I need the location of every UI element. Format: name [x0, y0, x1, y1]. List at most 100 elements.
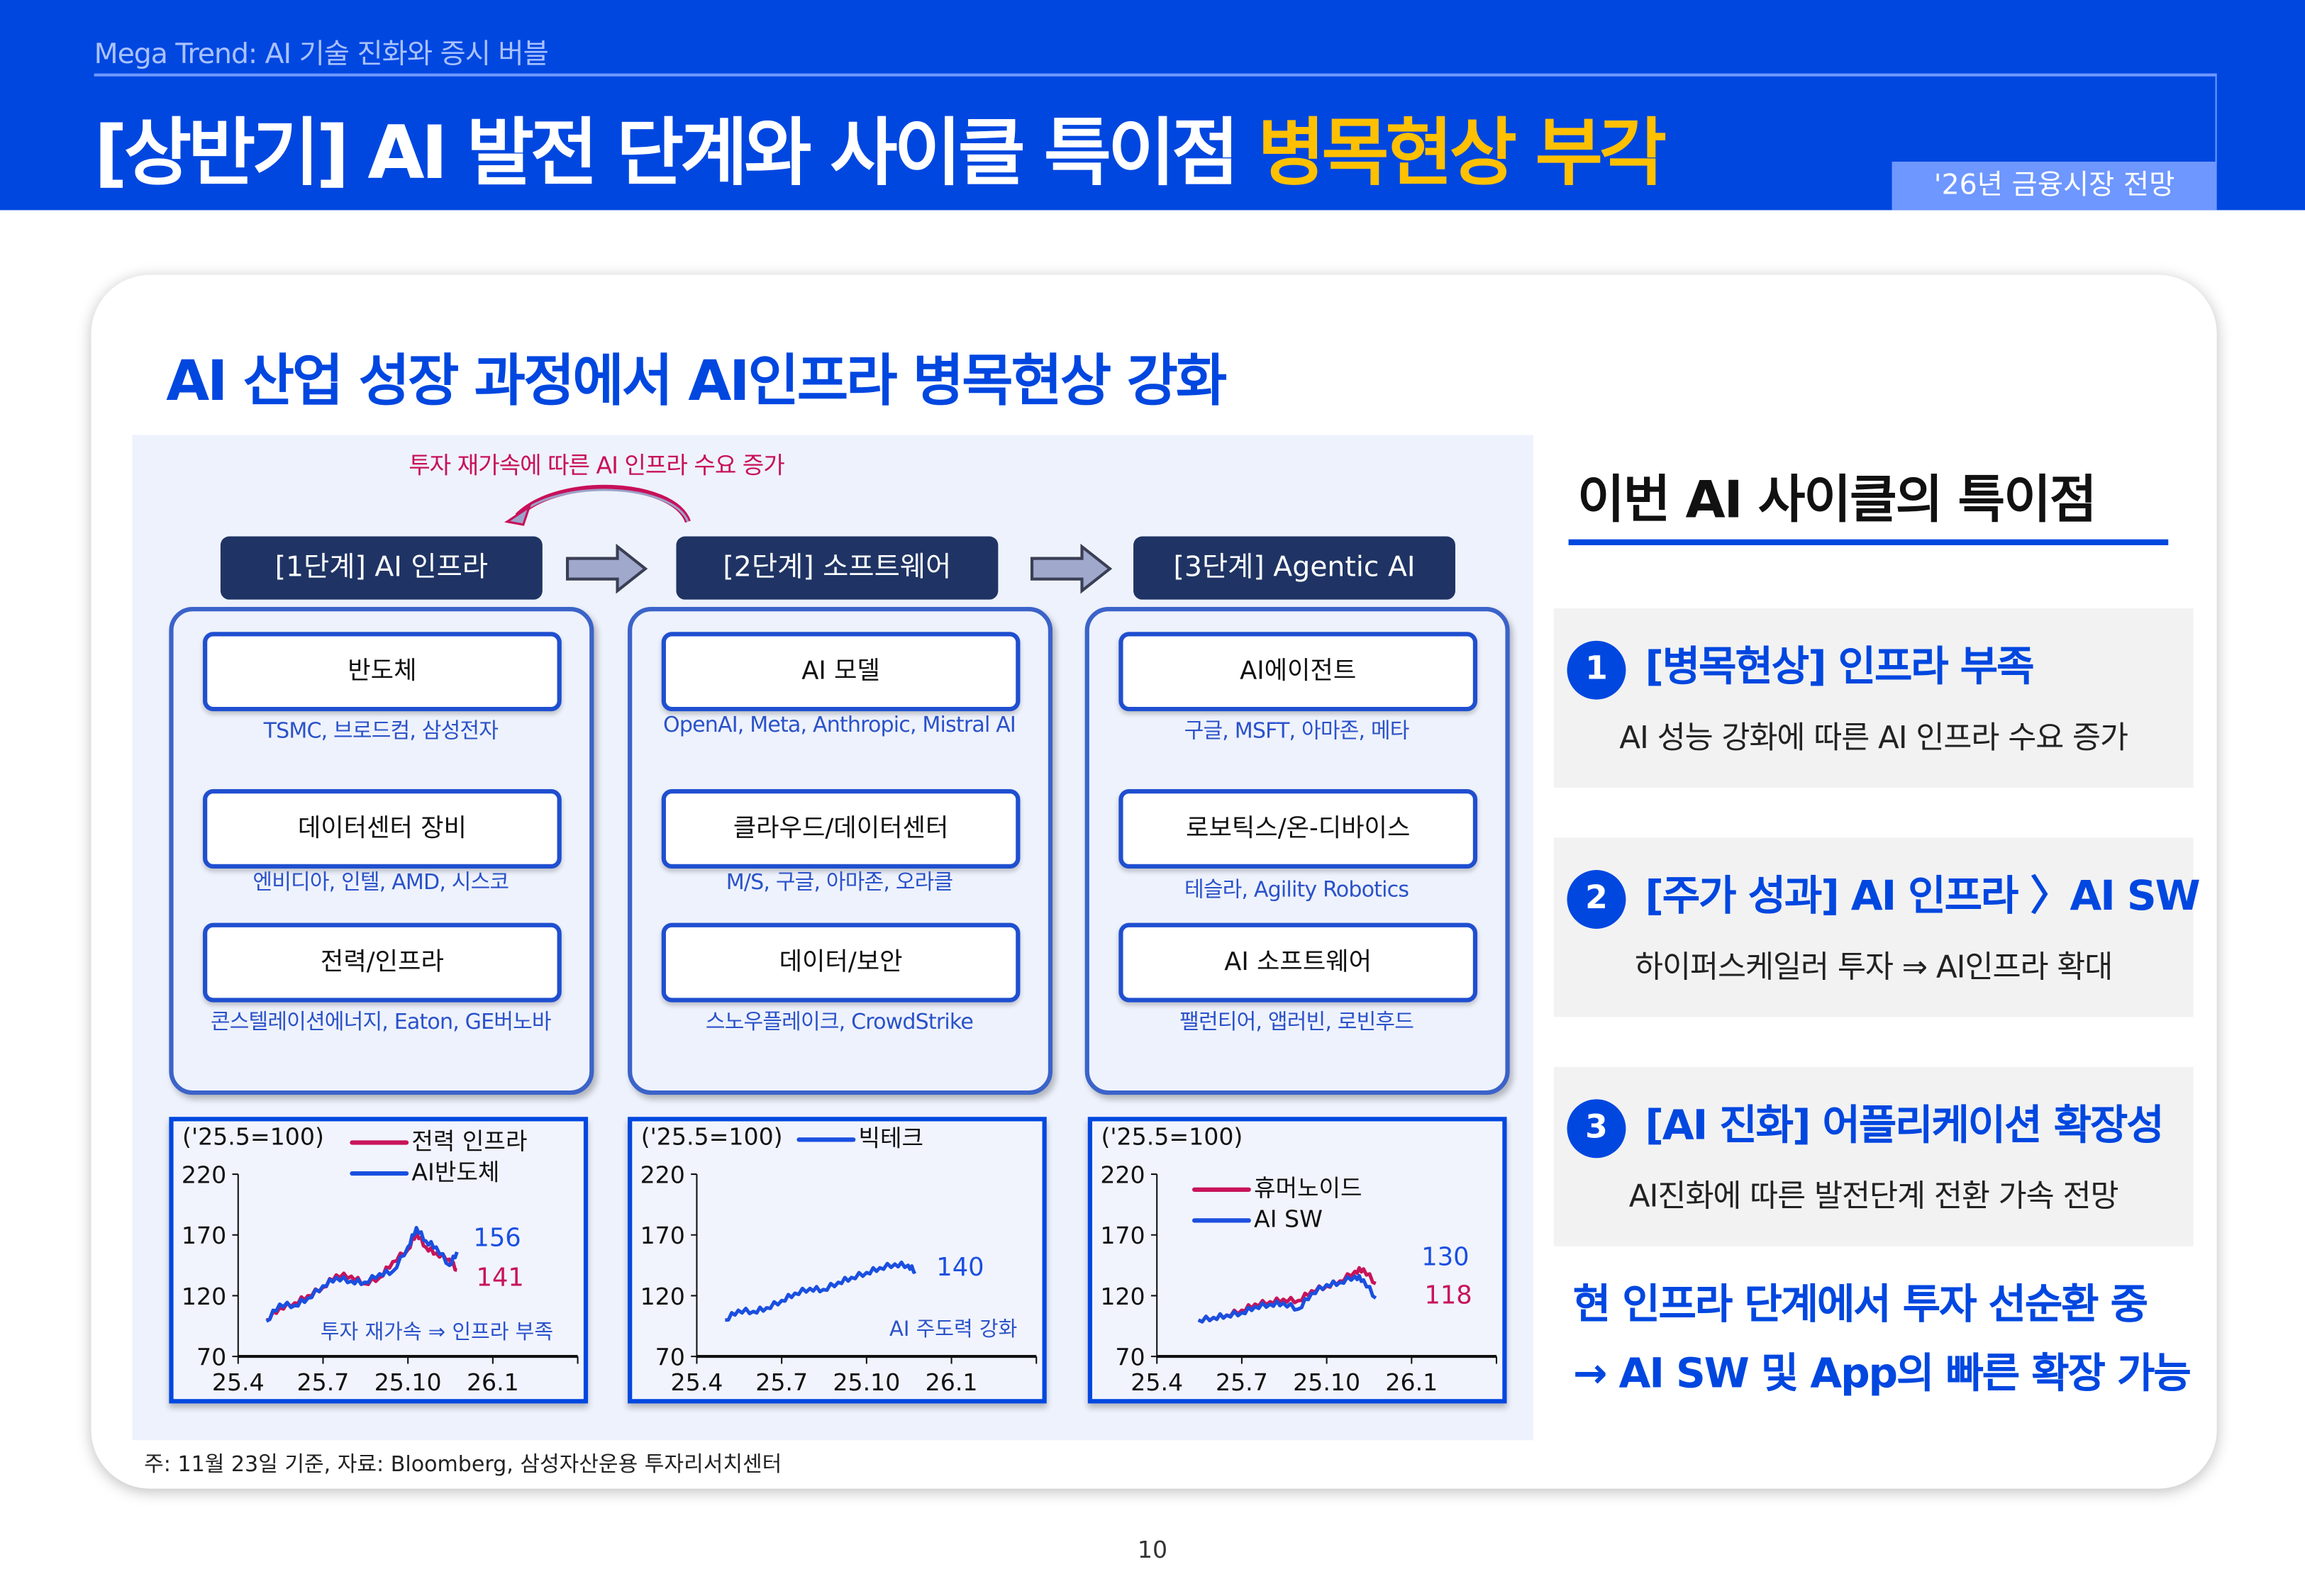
- legend-entry: AI SW: [1192, 1205, 1323, 1233]
- category-examples: 구글, MSFT, 아마존, 메타: [1184, 720, 1410, 744]
- chart-unit-label: ('25.5=100): [640, 1122, 783, 1151]
- series-line-빅테크: [725, 1260, 917, 1322]
- x-tick-label: 25.4: [212, 1368, 265, 1396]
- insight-box-3: 3 [AI 진화] 어플리케이션 확장성 AI진화에 따른 발전단계 전환 가속 전…: [1553, 1066, 2194, 1246]
- legend-swatch: [1192, 1187, 1251, 1192]
- page-title-highlight: 병목현상 부각: [1257, 110, 1667, 196]
- category-examples: 팰런티어, 앱러빈, 로빈후드: [1179, 1011, 1414, 1035]
- insight-box-1: 1 [병목현상] 인프라 부족 AI 성능 강화에 따른 AI 인프라 수요 증가: [1553, 608, 2194, 788]
- x-tick-label: 25.4: [671, 1368, 723, 1396]
- y-tick-label: 120: [182, 1283, 226, 1310]
- insight-body: AI 성능 강화에 따른 AI 인프라 수요 증가: [1619, 720, 2128, 756]
- conclusion-line-2: → AI SW 및 App의 빠른 확장 가능: [1572, 1349, 2192, 1398]
- chart-3: 70 120 170 220 25.4 25.7 25.10 26.1 ('25.5=100) 휴…: [1087, 1117, 1507, 1404]
- legend-label: 빅테크: [858, 1124, 924, 1152]
- x-tick-label: 25.10: [374, 1368, 442, 1396]
- x-tick-label: 25.10: [833, 1368, 900, 1396]
- category-examples: 콘스텔레이션에너지, Eaton, GE버노바: [210, 1011, 552, 1035]
- x-tick-label: 25.7: [297, 1368, 350, 1396]
- category-examples: 스노우플레이크, CrowdStrike: [705, 1011, 974, 1035]
- stage-2-header: [2단계] 소프트웨어: [676, 536, 999, 600]
- insight-body: AI진화에 따른 발전단계 전환 가속 전망: [1628, 1178, 2119, 1215]
- series-end-label: 140: [936, 1254, 984, 1283]
- y-tick-label: 70: [196, 1344, 226, 1371]
- legend-label: AI SW: [1254, 1205, 1323, 1233]
- insight-title: [AI 진화] 어플리케이션 확장성: [1645, 1100, 2164, 1149]
- y-tick-label: 120: [640, 1283, 685, 1310]
- page-title: [상반기] AI 발전 단계와 사이클 특이점 병목현상 부각: [94, 94, 1667, 200]
- chart-1: 70 120 170 220 25.4 25.7 25.10 26.1 ('25.5=100) 전…: [169, 1117, 589, 1404]
- footnote: 주: 11월 23일 기준, 자료: Bloomberg, 삼성자산운용 투자리…: [144, 1453, 782, 1478]
- legend-label: 전력 인프라: [411, 1127, 528, 1156]
- chart-plot: 70 120 170 220 25.4 25.7 25.10 26.1: [182, 1161, 579, 1396]
- legend-label: 휴머노이드: [1254, 1174, 1362, 1202]
- legend-swatch: [350, 1171, 409, 1176]
- x-tick-label: 26.1: [467, 1368, 519, 1396]
- y-tick-label: 220: [182, 1161, 226, 1189]
- category-box: 클라우드/데이터센터: [661, 789, 1021, 869]
- header-divider-vertical: [2215, 73, 2217, 165]
- section-subtitle: Mega Trend: AI 기술 진화와 증시 버블: [94, 38, 549, 71]
- insights-title: 이번 AI 사이클의 특이점: [1577, 471, 2097, 531]
- insight-title: [주가 성과] AI 인프라 〉AI SW: [1645, 871, 2200, 920]
- legend-swatch: [796, 1137, 856, 1142]
- category-box: AI 소프트웨어: [1118, 922, 1478, 1003]
- number-badge: 3: [1567, 1099, 1626, 1159]
- chart-annotation: 투자 재가속 ⇒ 인프라 부족: [320, 1321, 554, 1345]
- y-tick-label: 170: [1100, 1222, 1145, 1249]
- x-tick-label: 25.4: [1131, 1368, 1183, 1396]
- chart-annotation: AI 주도력 강화: [889, 1318, 1018, 1342]
- insight-body: 하이퍼스케일러 투자 ⇒ AI인프라 확대: [1635, 949, 2113, 985]
- chart-2: 70 120 170 220 25.4 25.7 25.10 26.1 ('25.5=100) 빅…: [628, 1117, 1047, 1404]
- legend-entry: 휴머노이드: [1192, 1174, 1362, 1202]
- insights-underline: [1568, 539, 2169, 545]
- y-tick-label: 170: [640, 1222, 685, 1249]
- arrow-right-icon: [1030, 543, 1113, 594]
- category-examples: OpenAI, Meta, Anthropic, Mistral AI: [663, 714, 1016, 738]
- y-tick-label: 70: [655, 1344, 685, 1371]
- category-examples: 엔비디아, 인텔, AMD, 시스코: [252, 871, 509, 895]
- page-title-main: [상반기] AI 발전 단계와 사이클 특이점: [94, 110, 1258, 196]
- card-heading: AI 산업 성장 과정에서 AI인프라 병목현상 강화: [166, 348, 1227, 413]
- insight-box-2: 2 [주가 성과] AI 인프라 〉AI SW 하이퍼스케일러 투자 ⇒ AI인프라…: [1553, 837, 2201, 1017]
- legend-entry: 전력 인프라: [350, 1127, 527, 1155]
- chart-unit-label: ('25.5=100): [182, 1122, 324, 1151]
- category-examples: TSMC, 브로드컴, 삼성전자: [263, 720, 499, 744]
- feedback-loop-arrow-icon: [504, 484, 691, 526]
- series-line-휴머노이드: [1197, 1266, 1377, 1324]
- y-tick-label: 170: [182, 1222, 226, 1249]
- feedback-loop-note: 투자 재가속에 따른 AI 인프라 수요 증가: [409, 451, 785, 479]
- category-box: AI 모델: [661, 632, 1021, 712]
- y-tick-label: 70: [1115, 1344, 1145, 1371]
- arrow-right-icon: [565, 543, 648, 594]
- x-tick-label: 26.1: [926, 1368, 978, 1396]
- y-tick-label: 120: [1100, 1283, 1145, 1310]
- legend-label: AI반도체: [411, 1158, 500, 1186]
- category-box: 로보틱스/온-디바이스: [1118, 789, 1478, 869]
- category-box: 반도체: [203, 632, 562, 712]
- legend-entry: 빅테크: [796, 1125, 923, 1152]
- x-tick-label: 25.7: [1216, 1368, 1268, 1396]
- x-tick-label: 26.1: [1385, 1368, 1438, 1396]
- series-end-label: 118: [1424, 1281, 1472, 1311]
- category-box: 전력/인프라: [203, 922, 562, 1003]
- series-line-AI반도체: [265, 1225, 459, 1323]
- category-examples: M/S, 구글, 아마존, 오라클: [726, 871, 953, 895]
- legend-swatch: [1192, 1218, 1251, 1223]
- x-tick-label: 25.10: [1293, 1368, 1360, 1396]
- y-tick-label: 220: [1100, 1161, 1145, 1189]
- conclusion-line-1: 현 인프라 단계에서 투자 선순환 중: [1572, 1280, 2148, 1329]
- legend-entry: AI반도체: [350, 1158, 500, 1186]
- chart-unit-label: ('25.5=100): [1101, 1122, 1243, 1151]
- report-tag: '26년 금융시장 전망: [1892, 161, 2217, 211]
- stage-1-header: [1단계] AI 인프라: [220, 536, 543, 600]
- insight-title: [병목현상] 인프라 부족: [1645, 642, 2034, 691]
- series-end-label: 130: [1421, 1243, 1470, 1273]
- page-number: 10: [1137, 1535, 1168, 1564]
- series-end-label: 156: [473, 1224, 521, 1254]
- legend-swatch: [350, 1140, 409, 1145]
- category-box: 데이터/보안: [661, 922, 1021, 1003]
- series-line-AI SW: [1197, 1273, 1377, 1324]
- category-box: AI에이전트: [1118, 632, 1478, 712]
- chart-plot: 70 120 170 220 25.4 25.7 25.10 26.1: [640, 1161, 1038, 1396]
